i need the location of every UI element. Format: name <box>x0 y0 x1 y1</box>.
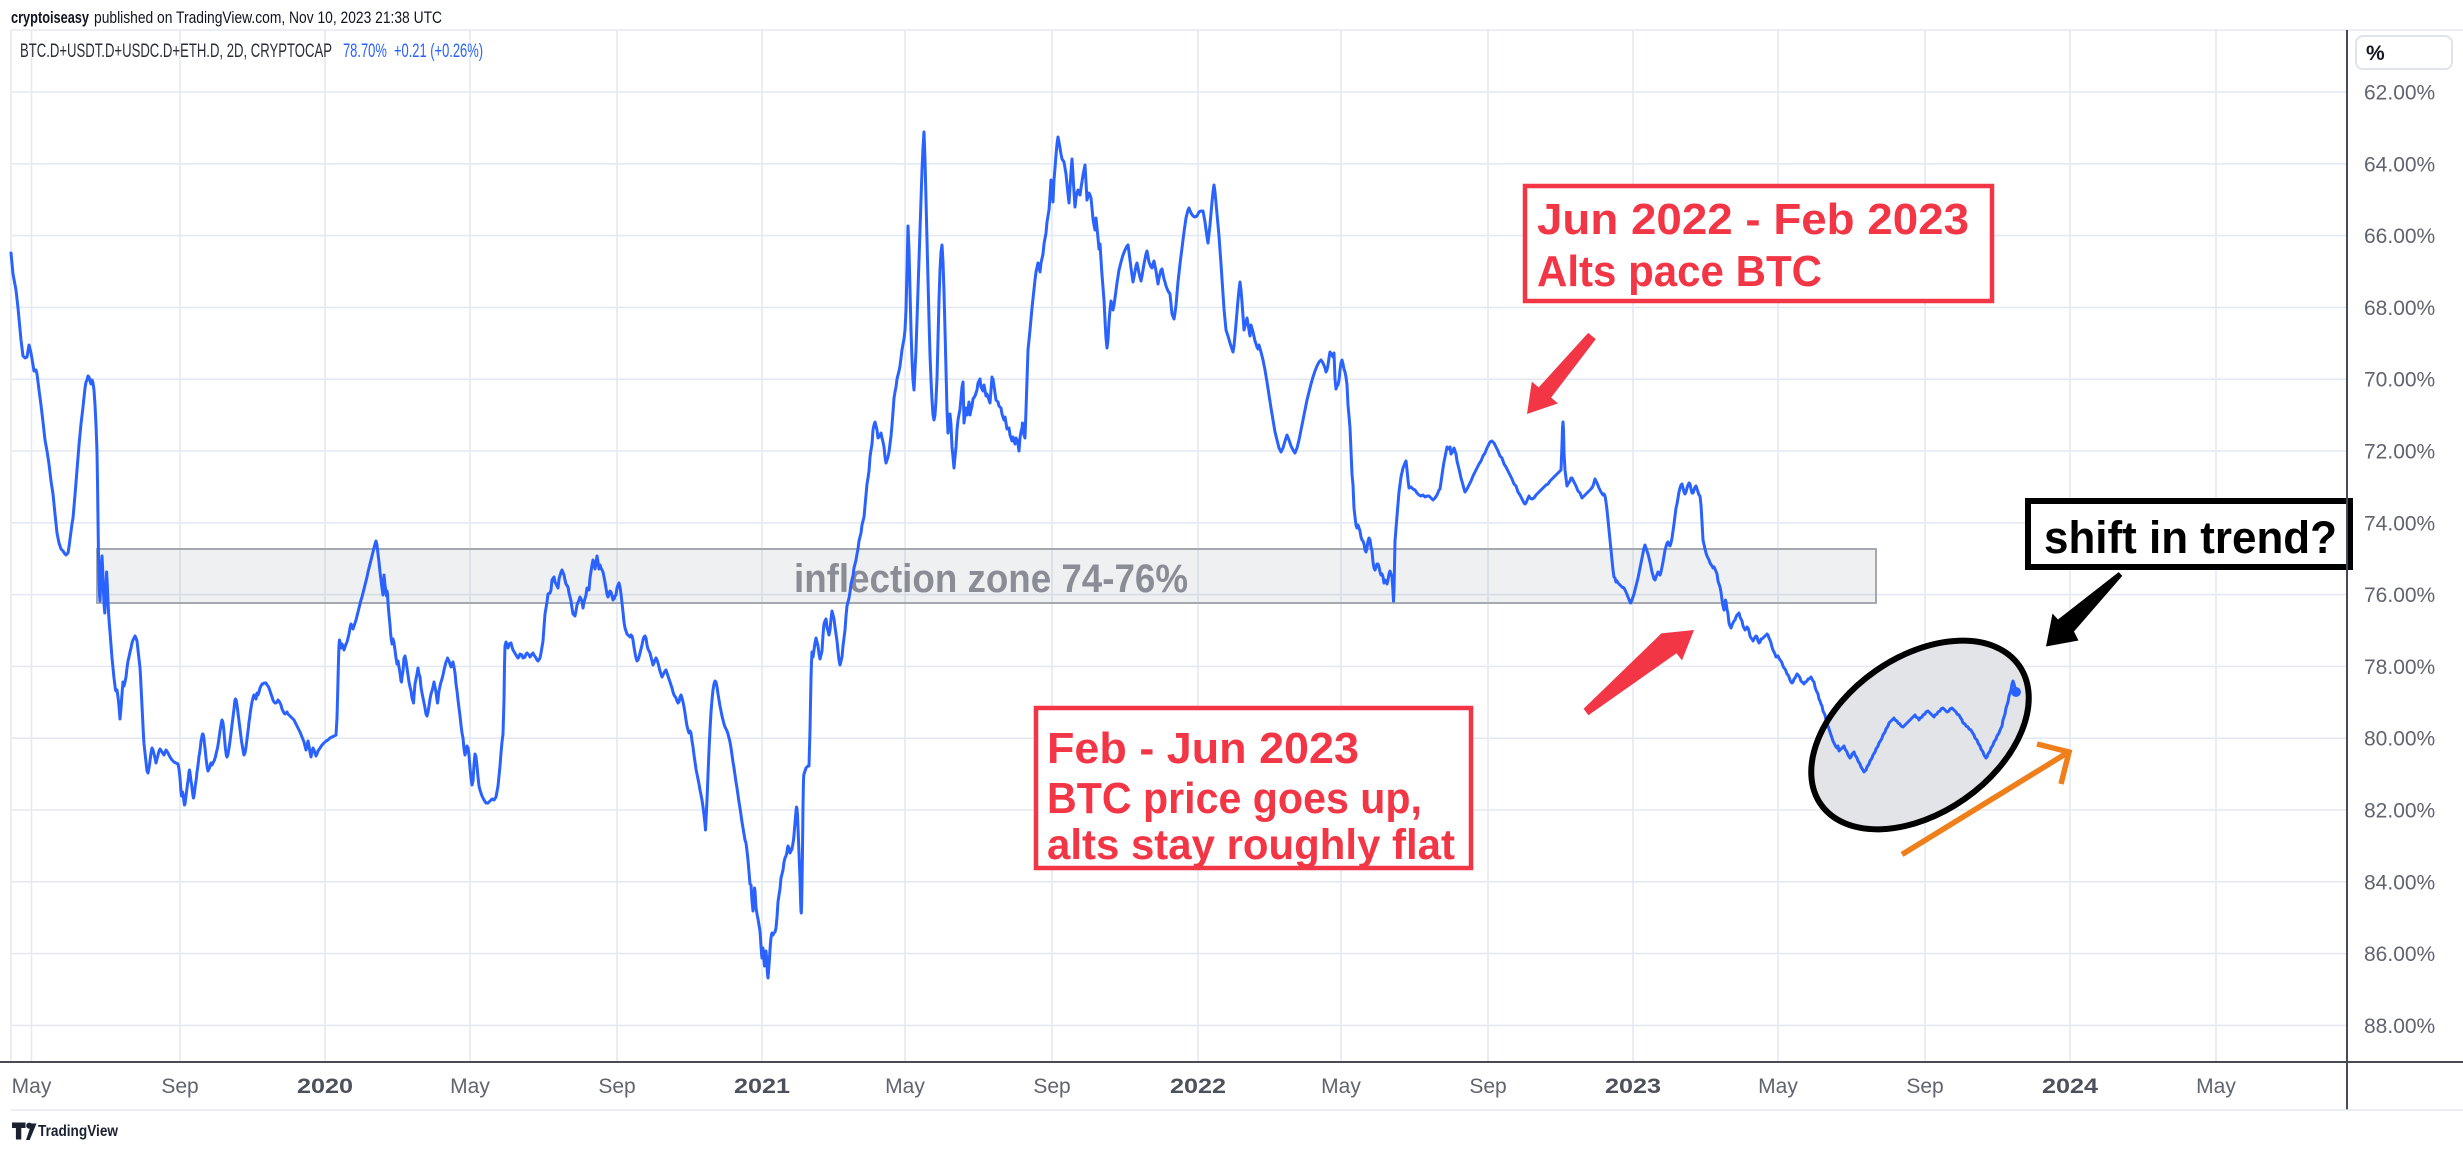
svg-text:May: May <box>450 1075 490 1098</box>
svg-text:2023: 2023 <box>1605 1075 1661 1098</box>
svg-text:84.00%: 84.00% <box>2364 871 2435 894</box>
svg-text:TradingView: TradingView <box>38 1123 118 1140</box>
svg-text:Sep: Sep <box>1906 1075 1943 1098</box>
svg-text:Sep: Sep <box>161 1075 198 1098</box>
svg-text:BTC price goes up,: BTC price goes up, <box>1047 774 1422 823</box>
svg-text:2020: 2020 <box>297 1075 353 1098</box>
svg-text:inflection zone 74-76%: inflection zone 74-76% <box>794 557 1188 601</box>
svg-text:cryptoiseasy: cryptoiseasy <box>11 8 89 27</box>
svg-text:2022: 2022 <box>1170 1075 1226 1098</box>
svg-text:published on TradingView.com,: published on TradingView.com, Nov 10, 20… <box>94 8 442 27</box>
svg-text:68.00%: 68.00% <box>2364 297 2435 320</box>
svg-text:Sep: Sep <box>1469 1075 1506 1098</box>
svg-text:shift in trend?: shift in trend? <box>2044 512 2337 563</box>
svg-text:BTC.D+USDT.D+USDC.D+ETH.D, 2D,: BTC.D+USDT.D+USDC.D+ETH.D, 2D, CRYPTOCAP <box>20 40 332 62</box>
svg-text:Jun 2022 - Feb 2023: Jun 2022 - Feb 2023 <box>1537 195 1969 244</box>
svg-text:Feb - Jun 2023: Feb - Jun 2023 <box>1047 724 1359 773</box>
svg-text:78.00%: 78.00% <box>2364 656 2435 679</box>
svg-text:May: May <box>2196 1075 2236 1098</box>
svg-text:74.00%: 74.00% <box>2364 512 2435 535</box>
svg-text:Sep: Sep <box>1033 1075 1070 1098</box>
svg-text:62.00%: 62.00% <box>2364 82 2435 105</box>
svg-text:78.70% +0.21 (+0.26%): 78.70% +0.21 (+0.26%) <box>343 41 483 62</box>
svg-text:66.00%: 66.00% <box>2364 225 2435 248</box>
svg-text:May: May <box>885 1075 925 1098</box>
svg-text:Sep: Sep <box>598 1075 635 1098</box>
svg-text:64.00%: 64.00% <box>2364 153 2435 176</box>
svg-text:82.00%: 82.00% <box>2364 800 2435 823</box>
svg-text:72.00%: 72.00% <box>2364 441 2435 464</box>
svg-text:2021: 2021 <box>734 1075 790 1098</box>
svg-text:2024: 2024 <box>2042 1075 2098 1098</box>
svg-text:Alts pace BTC: Alts pace BTC <box>1537 247 1822 296</box>
svg-text:70.00%: 70.00% <box>2364 369 2435 392</box>
svg-text:76.00%: 76.00% <box>2364 584 2435 607</box>
svg-text:88.00%: 88.00% <box>2364 1015 2435 1038</box>
svg-text:alts stay roughly flat: alts stay roughly flat <box>1047 821 1455 869</box>
svg-text:%: % <box>2366 42 2385 65</box>
svg-text:86.00%: 86.00% <box>2364 943 2435 966</box>
svg-text:80.00%: 80.00% <box>2364 728 2435 751</box>
svg-text:May: May <box>1321 1075 1361 1098</box>
svg-text:May: May <box>12 1075 52 1098</box>
svg-text:May: May <box>1758 1075 1798 1098</box>
